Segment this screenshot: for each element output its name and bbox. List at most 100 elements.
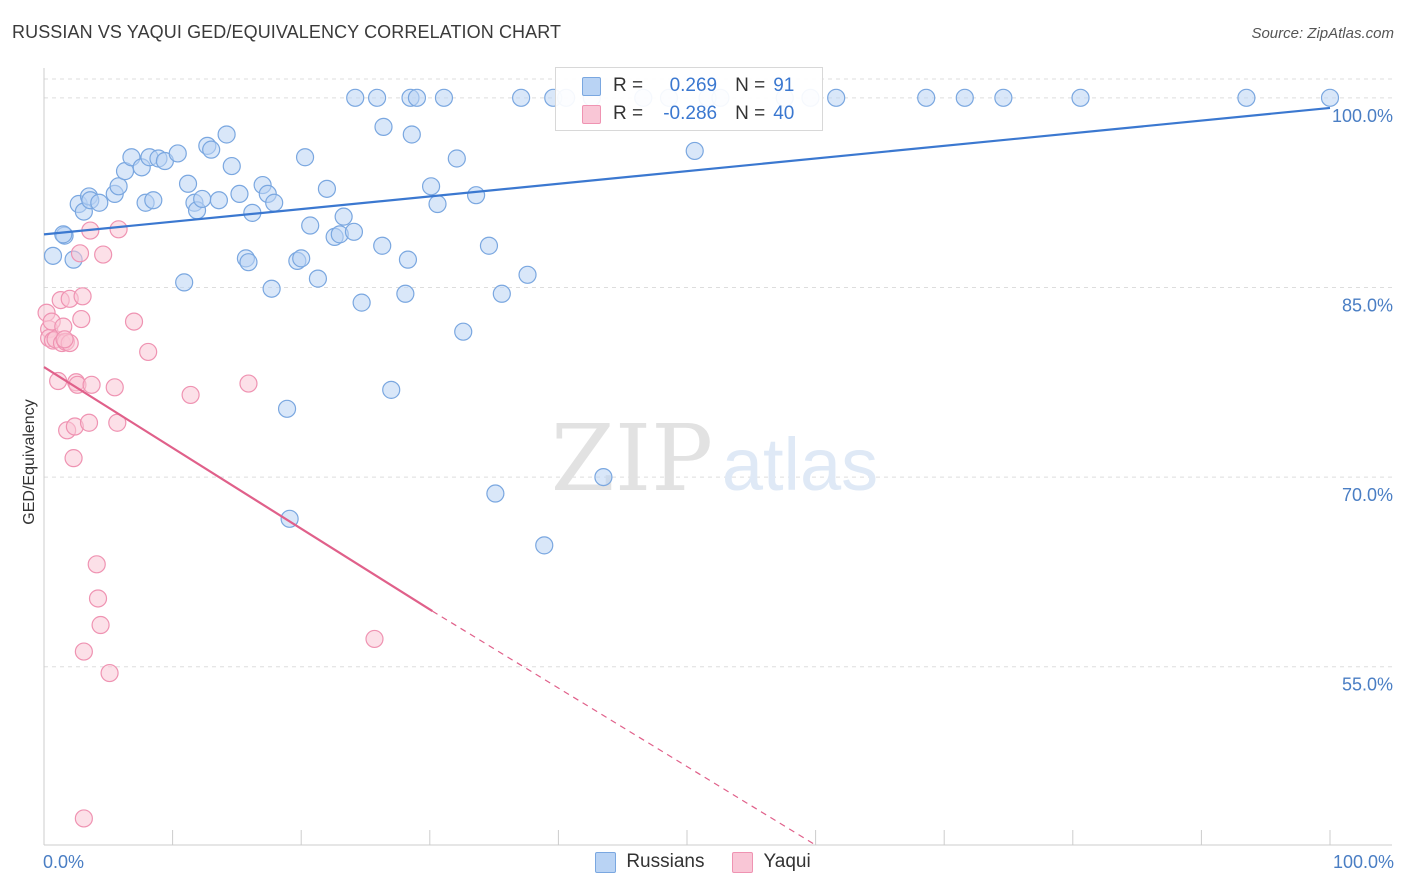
stats-row-yaqui: R = -0.286 N = 40 xyxy=(556,100,794,128)
russian-point xyxy=(178,174,198,193)
stats-row-russians: R = 0.269 N = 91 xyxy=(556,72,794,100)
yaqui-point xyxy=(91,615,110,635)
chart-title: RUSSIAN VS YAQUI GED/EQUIVALENCY CORRELA… xyxy=(12,22,562,42)
legend: Russians Yaqui xyxy=(0,851,1406,873)
russian-point xyxy=(373,236,392,255)
russian-point xyxy=(334,207,353,226)
russians-n-value: 91 xyxy=(773,75,795,96)
y-tick-label: 70.0% xyxy=(1342,485,1393,505)
russian-point xyxy=(295,148,315,167)
russian-point xyxy=(535,536,554,555)
russian-point xyxy=(217,125,236,144)
russian-point xyxy=(382,380,401,399)
russian-point xyxy=(1071,88,1090,107)
russian-point xyxy=(317,179,337,198)
yaqui-point xyxy=(109,220,128,239)
russian-point xyxy=(479,236,499,255)
legend-label-russians: Russians xyxy=(626,851,705,872)
russian-point xyxy=(209,191,228,210)
russian-point xyxy=(594,467,613,487)
russian-point xyxy=(994,88,1013,107)
watermark-atlas: atlas xyxy=(722,423,878,506)
russian-point xyxy=(43,246,63,265)
yaqui-trend-line xyxy=(43,366,433,613)
russian-point xyxy=(1320,88,1340,107)
yaqui-n-label: N = xyxy=(735,103,766,124)
russian-point xyxy=(54,225,73,244)
yaqui-point xyxy=(94,245,113,264)
yaqui-point xyxy=(105,378,124,397)
yaqui-point xyxy=(239,374,258,393)
yaqui-point xyxy=(181,385,200,405)
x-tick-label-min: 0.0% xyxy=(43,852,85,872)
y-tick-label: 100.0% xyxy=(1332,106,1393,126)
yaqui-point xyxy=(82,375,101,394)
russian-point xyxy=(486,484,505,503)
russians-r-label: R = xyxy=(613,75,644,96)
russian-point xyxy=(239,253,258,272)
y-tick-label: 85.0% xyxy=(1342,295,1393,315)
russian-point xyxy=(374,117,393,136)
x-tick-label-max: 100.0% xyxy=(1332,852,1394,872)
russian-point xyxy=(90,193,109,212)
russian-point xyxy=(262,279,281,298)
yaqui-point xyxy=(74,642,93,661)
yaqui-point xyxy=(88,589,108,608)
stats-box: R = 0.269 N = 91 R = -0.286 N = 40 xyxy=(555,67,823,131)
y-tick-labels: 55.0% 70.0% 85.0% 100.0% xyxy=(1332,106,1393,695)
trend-lines xyxy=(43,106,1331,846)
russians-swatch xyxy=(582,76,601,96)
russian-point xyxy=(301,216,320,235)
russian-point xyxy=(1237,88,1256,107)
yaqui-r-label: R = xyxy=(613,103,644,124)
russian-point xyxy=(685,141,704,161)
legend-label-yaqui: Yaqui xyxy=(763,851,811,872)
yaqui-point xyxy=(74,809,93,828)
russian-point xyxy=(144,191,163,210)
yaqui-point xyxy=(72,309,91,329)
yaqui-point xyxy=(365,629,384,649)
legend-item-yaqui[interactable]: Yaqui xyxy=(732,851,811,873)
russian-point xyxy=(230,184,249,203)
russian-point xyxy=(265,193,284,212)
yaqui-point xyxy=(87,555,106,574)
legend-item-russians[interactable]: Russians xyxy=(595,851,704,873)
russian-point xyxy=(421,177,441,196)
russian-point xyxy=(466,186,486,205)
russians-r-value: 0.269 xyxy=(669,75,718,96)
russian-point xyxy=(222,156,241,176)
yaqui-point xyxy=(79,413,99,432)
russian-point xyxy=(202,140,221,159)
source-note[interactable]: Source: ZipAtlas.com xyxy=(1251,25,1394,42)
legend-swatch-yaqui xyxy=(732,851,754,873)
russian-point xyxy=(428,194,447,214)
yaqui-point xyxy=(55,330,74,349)
russian-point xyxy=(367,88,387,107)
russian-point xyxy=(407,88,427,107)
russians-n-label: N = xyxy=(735,75,766,96)
yaqui-r-value: -0.286 xyxy=(663,103,718,124)
russian-point xyxy=(352,293,371,312)
russian-point xyxy=(277,399,297,418)
russians-trend-line xyxy=(43,106,1331,236)
russian-point xyxy=(168,144,187,163)
russian-point xyxy=(955,88,974,107)
russian-point xyxy=(827,88,846,107)
russian-point xyxy=(109,177,128,196)
russian-point xyxy=(193,189,212,209)
russian-point xyxy=(434,88,454,107)
yaqui-point xyxy=(70,244,90,263)
russian-point xyxy=(292,249,311,268)
watermark: ZIP atlas xyxy=(551,405,878,512)
yaqui-point xyxy=(73,287,92,306)
legend-swatch-russians xyxy=(595,851,617,873)
russian-point xyxy=(518,265,537,284)
yaqui-point xyxy=(100,663,119,683)
russian-point xyxy=(396,284,415,303)
russian-point xyxy=(344,222,364,241)
russian-point xyxy=(308,269,328,288)
y-tick-label: 55.0% xyxy=(1342,675,1393,695)
russian-point xyxy=(175,273,194,292)
russian-point xyxy=(447,149,466,168)
